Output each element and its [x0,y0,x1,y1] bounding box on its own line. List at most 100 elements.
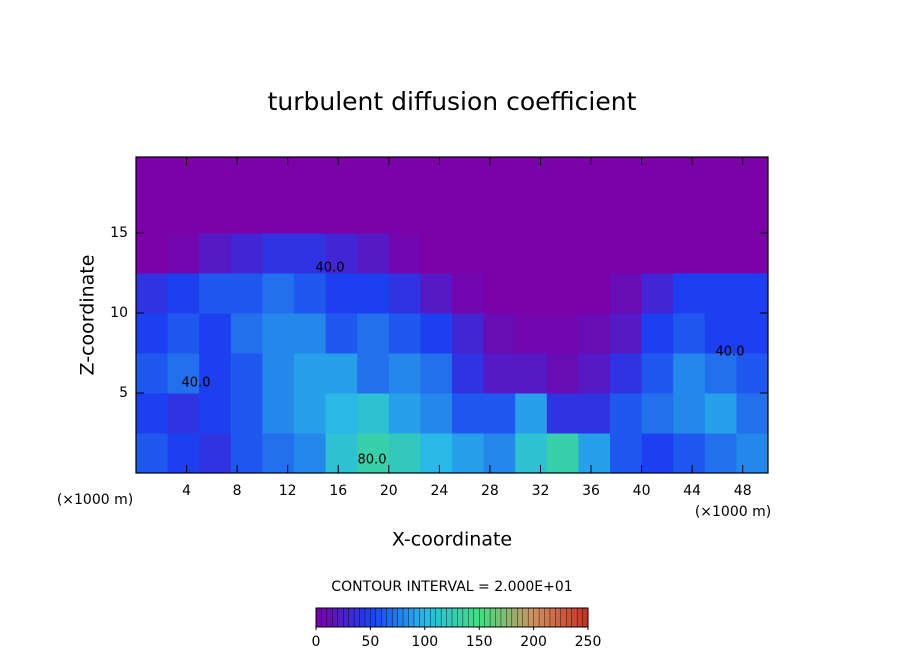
colorbar-swatch [424,607,431,628]
y-tick-label: 15 [110,225,128,241]
heatmap-cell [515,353,548,394]
colorbar-swatch [549,607,556,628]
heatmap-cell [452,313,485,354]
heatmap-cell [736,233,768,274]
heatmap-cell [546,233,579,274]
x-unit-label: (×1000 m) [695,504,771,520]
heatmap-cell [325,433,358,473]
heatmap-cell [483,313,516,354]
heatmap-cell [452,157,485,194]
heatmap-cell [136,353,169,394]
heatmap-cell [199,233,232,274]
heatmap-cell [610,233,643,274]
heatmap-cell [610,393,643,434]
heatmap-cell [230,433,263,473]
heatmap-cell [136,393,169,434]
heatmap-cell [262,393,295,434]
contour-label: 40.0 [716,345,745,360]
heatmap-cell [483,233,516,274]
heatmap-cell [262,193,295,234]
heatmap-cell [546,313,579,354]
heatmap-cell [704,393,737,434]
heatmap-cell [483,157,516,194]
colorbar-swatch [364,607,371,628]
colorbar-swatch [419,607,426,628]
heatmap-cell [357,193,390,234]
colorbar-swatch [435,607,442,628]
colorbar-swatch [527,607,535,628]
heatmap [136,157,768,473]
colorbar-swatch [544,607,551,628]
heatmap-cell [357,353,390,394]
heatmap-cell [262,273,295,314]
heatmap-cell [452,193,485,234]
colorbar-swatch [522,607,529,628]
colorbar-swatch [326,607,333,628]
x-tick-label: 44 [683,483,701,499]
heatmap-cell [452,393,485,434]
colorbar-swatch [538,607,545,628]
heatmap-cell [167,273,200,314]
heatmap-cell [199,193,232,234]
heatmap-cell [388,157,421,194]
x-tick-label: 40 [633,483,651,499]
colorbar-swatch [495,607,502,628]
colorbar-swatch [408,607,415,628]
colorbar-swatch [566,607,573,628]
colorbar-swatch [511,607,518,628]
colorbar-tick-label: 0 [312,634,321,650]
heatmap-cell [420,193,453,234]
heatmap-cell [388,313,421,354]
heatmap-cell [357,433,390,473]
colorbar-swatch [457,607,464,628]
heatmap-cell [546,353,579,394]
x-tick-label: 24 [430,483,448,499]
heatmap-cell [515,313,548,354]
heatmap-cell [388,273,421,314]
heatmap-cell [357,157,390,194]
heatmap-cell [641,433,674,473]
colorbar-swatch [462,607,469,628]
colorbar-swatch [359,607,366,628]
chart-title: turbulent diffusion coefficient [268,87,637,116]
heatmap-cell [578,433,611,473]
heatmap-cell [452,433,485,473]
heatmap-cell [167,393,200,434]
heatmap-cell [230,157,263,194]
x-axis-label: X-coordinate [392,529,512,551]
colorbar-swatch [440,607,448,628]
heatmap-cell [515,273,548,314]
x-tick-label: 28 [481,483,499,499]
heatmap-cell [610,193,643,234]
heatmap-cell [546,157,579,194]
heatmap-cell [167,353,200,394]
heatmap-cell [167,233,200,274]
heatmap-cell [736,313,768,354]
heatmap-cell [230,233,263,274]
heatmap-cell [294,273,327,314]
heatmap-cell [388,433,421,473]
colorbar-swatch [315,607,322,628]
y-axis-label: Z-coordinate [77,255,99,376]
colorbar-swatch [391,607,399,628]
colorbar-swatch [582,607,589,628]
heatmap-cell [483,433,516,473]
x-tick-label: 36 [582,483,600,499]
heatmap-cell [736,273,768,314]
heatmap-cell [262,233,295,274]
heatmap-cell [736,433,768,473]
heatmap-cell [515,433,548,473]
x-tick-label: 16 [329,483,347,499]
heatmap-cell [704,313,737,354]
contour-label: 80.0 [358,453,387,468]
heatmap-cell [578,353,611,394]
heatmap-cell [357,273,390,314]
heatmap-cell [136,157,169,194]
heatmap-cell [199,433,232,473]
colorbar-swatch [413,607,420,628]
heatmap-cell [388,233,421,274]
colorbar-swatch [343,607,350,628]
x-tick-label: 8 [233,483,242,499]
plot-frame [135,156,769,474]
